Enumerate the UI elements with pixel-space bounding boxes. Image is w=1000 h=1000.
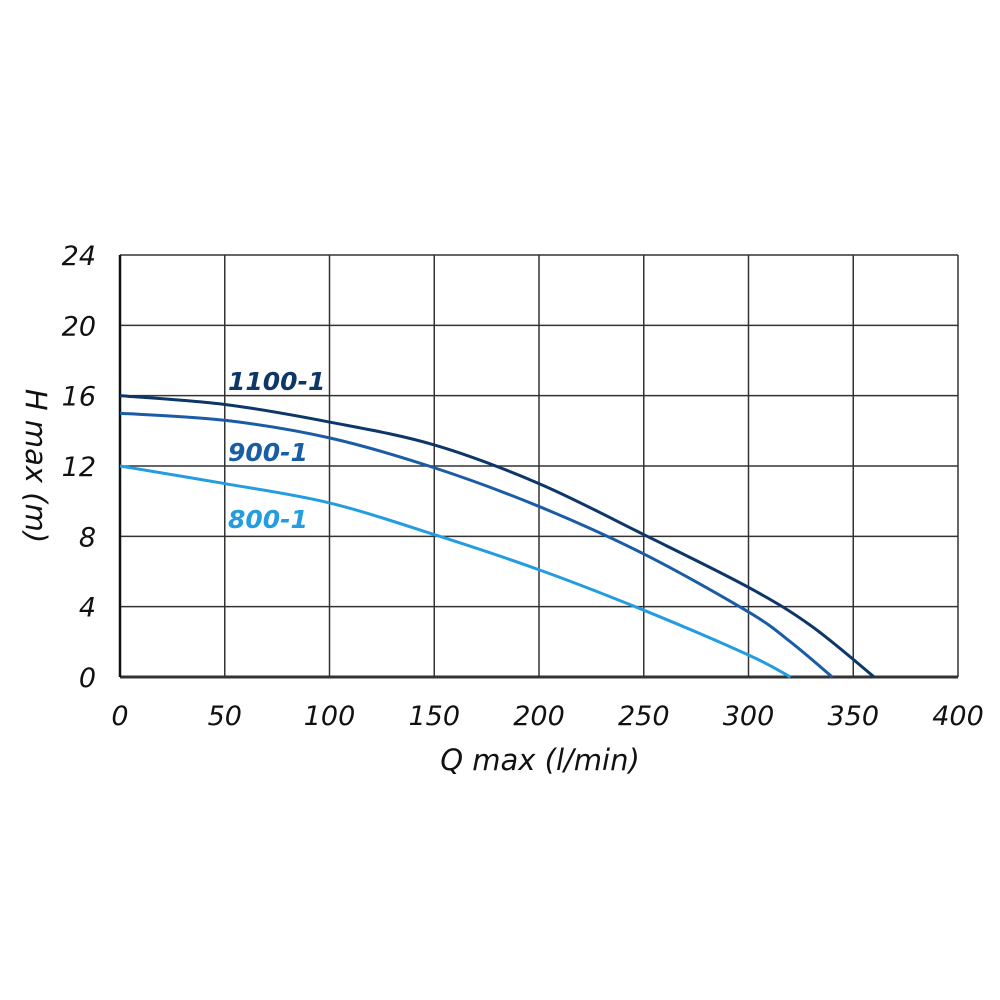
series-label-900-1: 900-1 bbox=[228, 438, 308, 467]
y-tick-label: 20 bbox=[62, 311, 96, 342]
x-tick-label: 100 bbox=[304, 701, 356, 732]
y-tick-label: 16 bbox=[62, 382, 96, 413]
series-line-1100-1 bbox=[119, 394, 876, 679]
series-line-900-1 bbox=[119, 411, 834, 679]
x-tick-label: 200 bbox=[513, 701, 565, 732]
x-tick-label: 150 bbox=[408, 701, 460, 732]
series-line-800-1 bbox=[119, 464, 792, 679]
y-tick-labels: 0 4 8 12 16 20 24 bbox=[62, 241, 96, 694]
series-label-800-1: 800-1 bbox=[228, 505, 308, 534]
x-tick-label: 350 bbox=[827, 701, 879, 732]
x-tick-labels: 0 50 100 150 200 250 300 350 400 bbox=[111, 701, 983, 732]
x-tick-label: 300 bbox=[723, 701, 775, 732]
x-tick-label: 0 bbox=[111, 701, 128, 732]
y-tick-label: 4 bbox=[79, 593, 96, 624]
x-axis-label: Q max (l/min) bbox=[440, 743, 640, 777]
series-labels: 1100-1 900-1 800-1 bbox=[228, 367, 325, 534]
x-tick-label: 50 bbox=[208, 701, 242, 732]
y-tick-label: 0 bbox=[79, 663, 96, 694]
x-tick-label: 400 bbox=[932, 701, 984, 732]
y-tick-label: 8 bbox=[79, 522, 96, 553]
y-tick-label: 12 bbox=[62, 452, 96, 483]
series-lines bbox=[119, 394, 876, 679]
series-label-1100-1: 1100-1 bbox=[228, 367, 325, 396]
y-axis-label: H max (m) bbox=[19, 389, 53, 543]
x-tick-label: 250 bbox=[618, 701, 670, 732]
y-tick-label: 24 bbox=[62, 241, 96, 272]
